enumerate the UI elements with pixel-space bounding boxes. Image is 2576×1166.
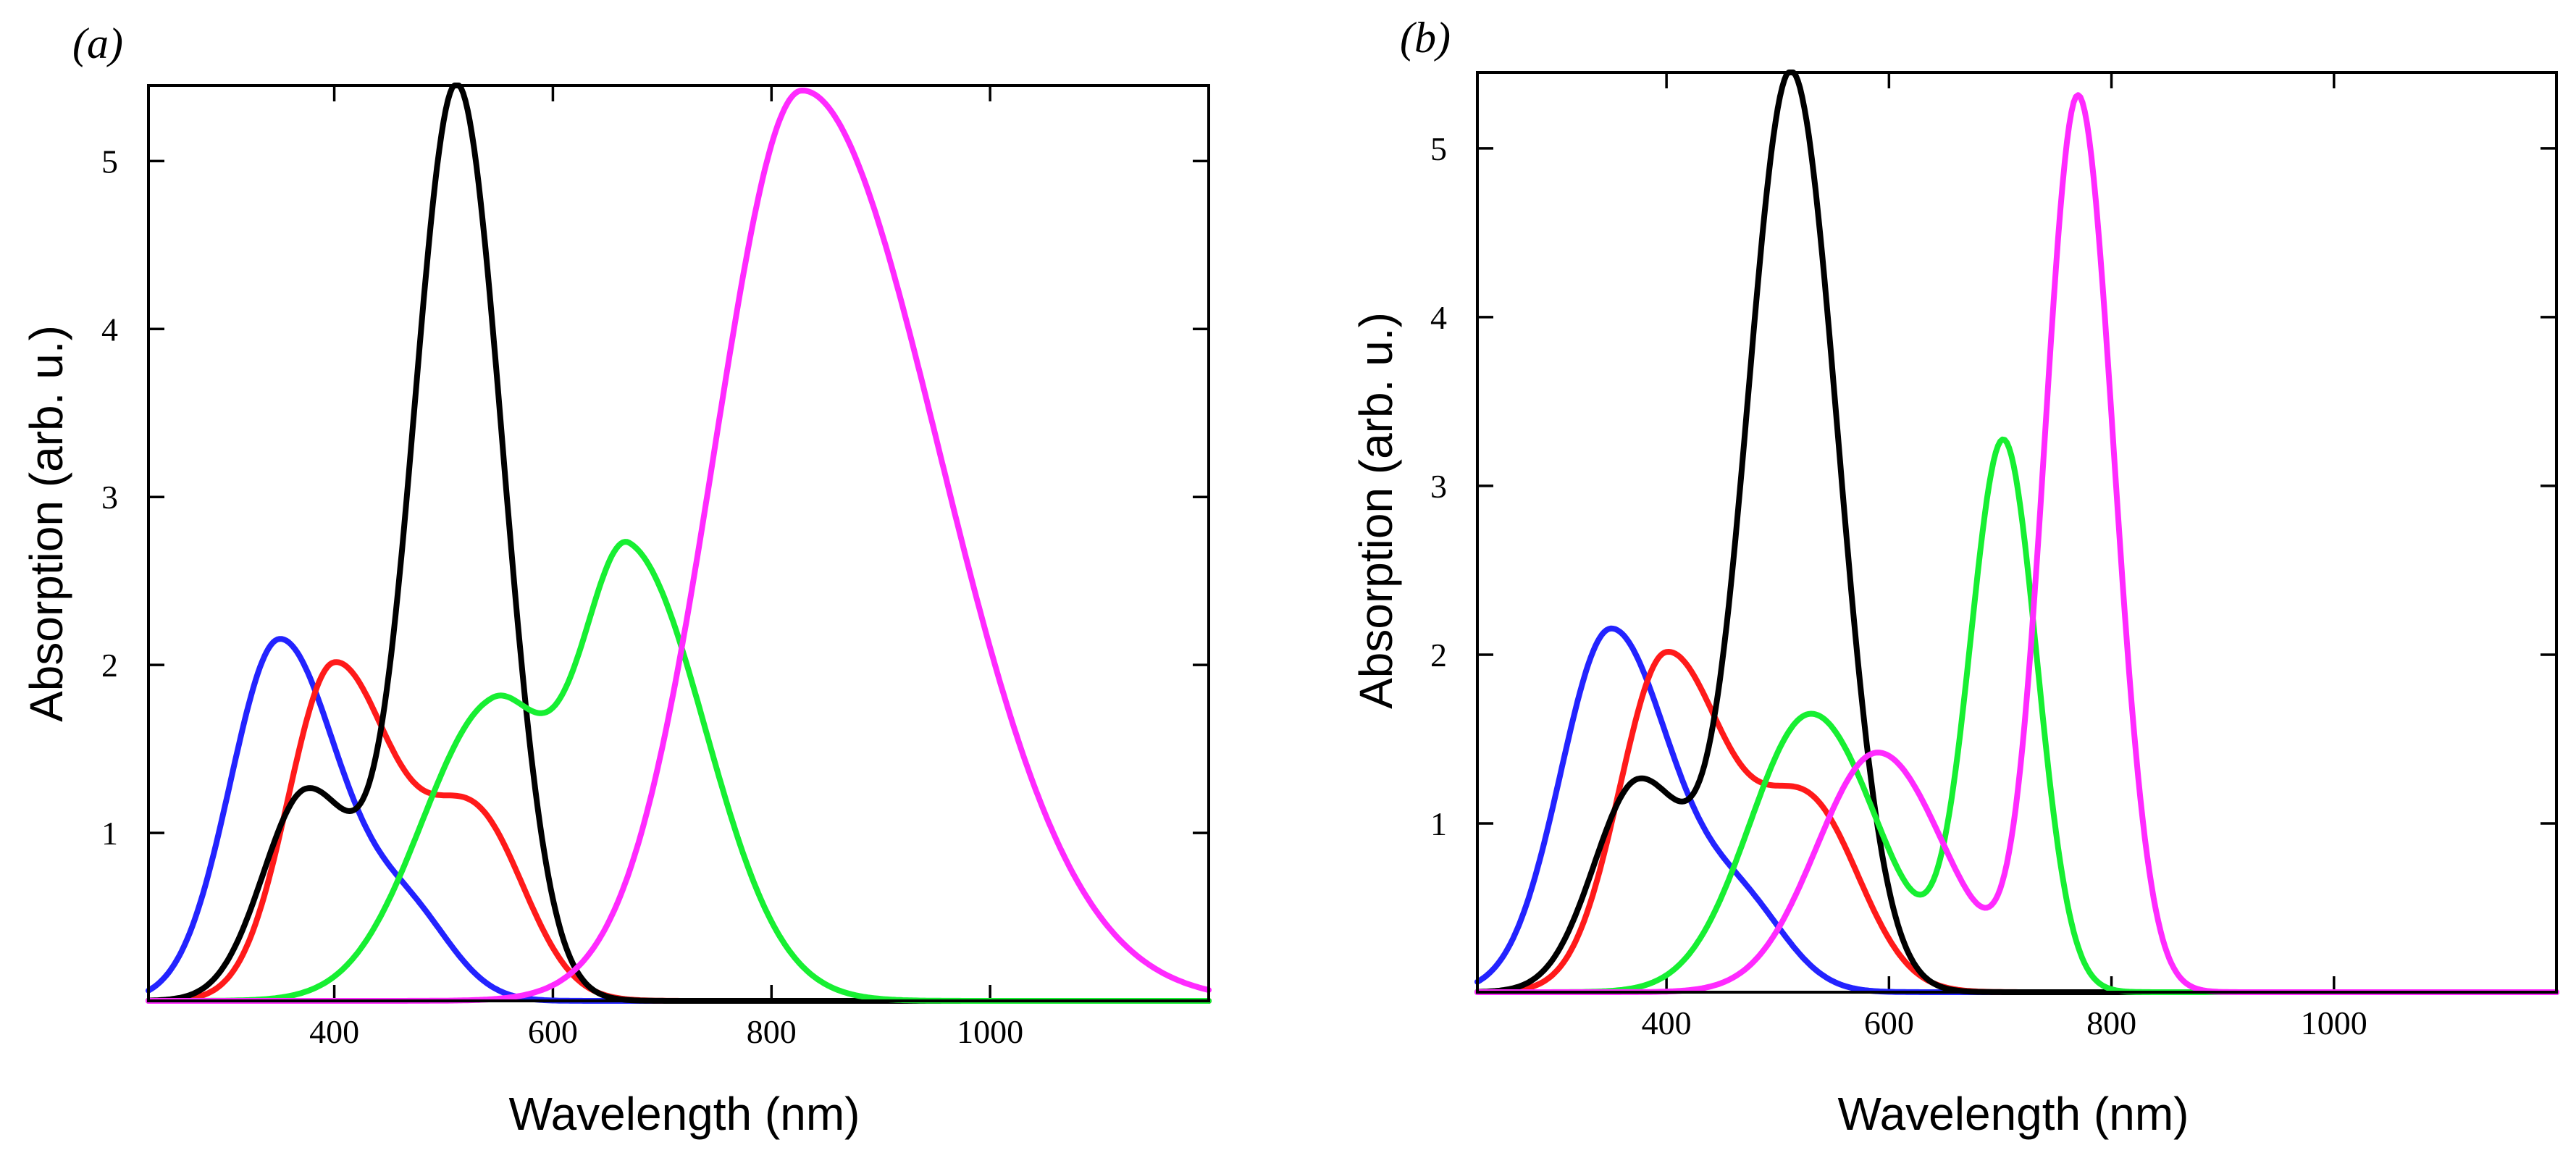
y-tick-label: 3: [101, 479, 118, 516]
x-tick-label: 400: [309, 1013, 359, 1050]
panel-b-plot-frame: [1476, 71, 2558, 994]
panel-a-series: [146, 83, 1212, 1004]
panel-b: (b) Absorption (arb. u.) Wavelength (nm)…: [1350, 14, 2559, 1140]
y-tick-label: 4: [1430, 299, 1447, 336]
y-tick-label: 5: [101, 143, 118, 180]
panel-b-label: (b): [1400, 14, 1451, 62]
y-tick-label: 1: [101, 815, 118, 852]
y-tick-label: 2: [1430, 637, 1447, 674]
panel-a-plot-frame: [147, 84, 1210, 1002]
x-tick-label: 1000: [957, 1013, 1023, 1050]
x-tick-label: 600: [528, 1013, 578, 1050]
series-line-green: [146, 539, 1212, 1004]
panel-b-y-axis-title: Absorption (arb. u.): [1350, 312, 1402, 709]
series-line-magenta: [146, 88, 1212, 1004]
panel-a: (a) Absorption (arb. u.) Wavelength (nm)…: [20, 20, 1212, 1140]
y-tick-label: 5: [1430, 130, 1447, 167]
panel-b-ticks: 400 600 800 1000 1 2 3 4 5: [1430, 72, 2556, 1041]
series-line-black: [146, 83, 1212, 1004]
y-tick-label: 2: [101, 647, 118, 684]
panel-a-ticks: 400 600 800 1000 1 2 3 4 5: [101, 85, 1209, 1050]
x-tick-label: 400: [1642, 1004, 1692, 1041]
y-tick-label: 4: [101, 311, 118, 348]
x-tick-label: 800: [2086, 1004, 2136, 1041]
x-tick-label: 1000: [2301, 1004, 2367, 1041]
series-line-magenta: [1474, 92, 2559, 995]
series-line-black: [1474, 70, 2559, 995]
y-tick-label: 1: [1430, 805, 1447, 842]
panel-a-y-axis-title: Absorption (arb. u.): [20, 325, 72, 722]
y-tick-label: 3: [1430, 468, 1447, 505]
panel-b-x-axis-title: Wavelength (nm): [1838, 1088, 2189, 1140]
x-tick-label: 600: [1864, 1004, 1914, 1041]
x-tick-label: 800: [747, 1013, 797, 1050]
panel-a-x-axis-title: Wavelength (nm): [509, 1088, 860, 1140]
panel-a-label: (a): [72, 20, 123, 67]
panel-b-series: [1474, 70, 2559, 995]
series-line-red: [1474, 649, 2559, 995]
